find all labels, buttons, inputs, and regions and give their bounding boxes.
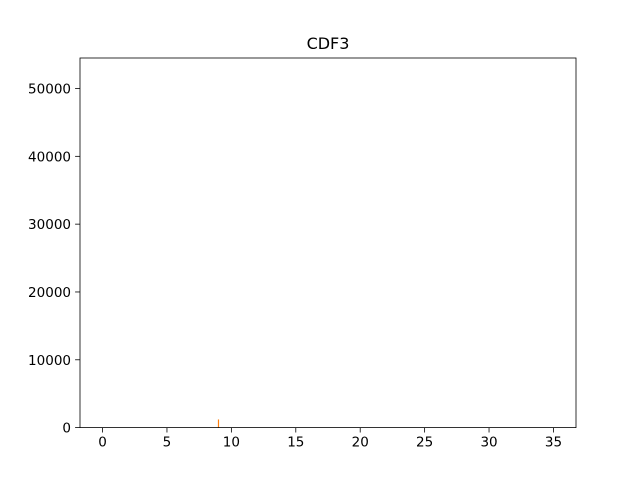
x-tick-label: 35 (545, 435, 562, 451)
y-axis: 0 10000 20000 30000 40000 50000 (28, 82, 80, 437)
x-tick-label: 0 (98, 435, 107, 451)
bars-layer (217, 419, 220, 428)
plot-frame (79, 57, 577, 429)
y-tick-label: 30000 (28, 217, 71, 233)
chart-title: CDF3 (307, 34, 350, 53)
y-tick-label: 0 (62, 421, 71, 437)
x-axis: 0 5 10 15 20 25 30 35 (98, 427, 562, 451)
y-tick-label: 50000 (28, 82, 71, 98)
x-tick-label: 25 (416, 435, 433, 451)
x-tick-label: 20 (352, 435, 369, 451)
x-tick-label: 10 (223, 435, 240, 451)
y-tick-label: 10000 (28, 353, 71, 369)
y-tick-label: 20000 (28, 285, 71, 301)
x-tick-label: 15 (287, 435, 304, 451)
y-tick-label: 40000 (28, 149, 71, 165)
bar (217, 419, 220, 428)
x-tick-label: 30 (480, 435, 497, 451)
plot-area (80, 58, 576, 428)
x-tick-label: 5 (163, 435, 172, 451)
